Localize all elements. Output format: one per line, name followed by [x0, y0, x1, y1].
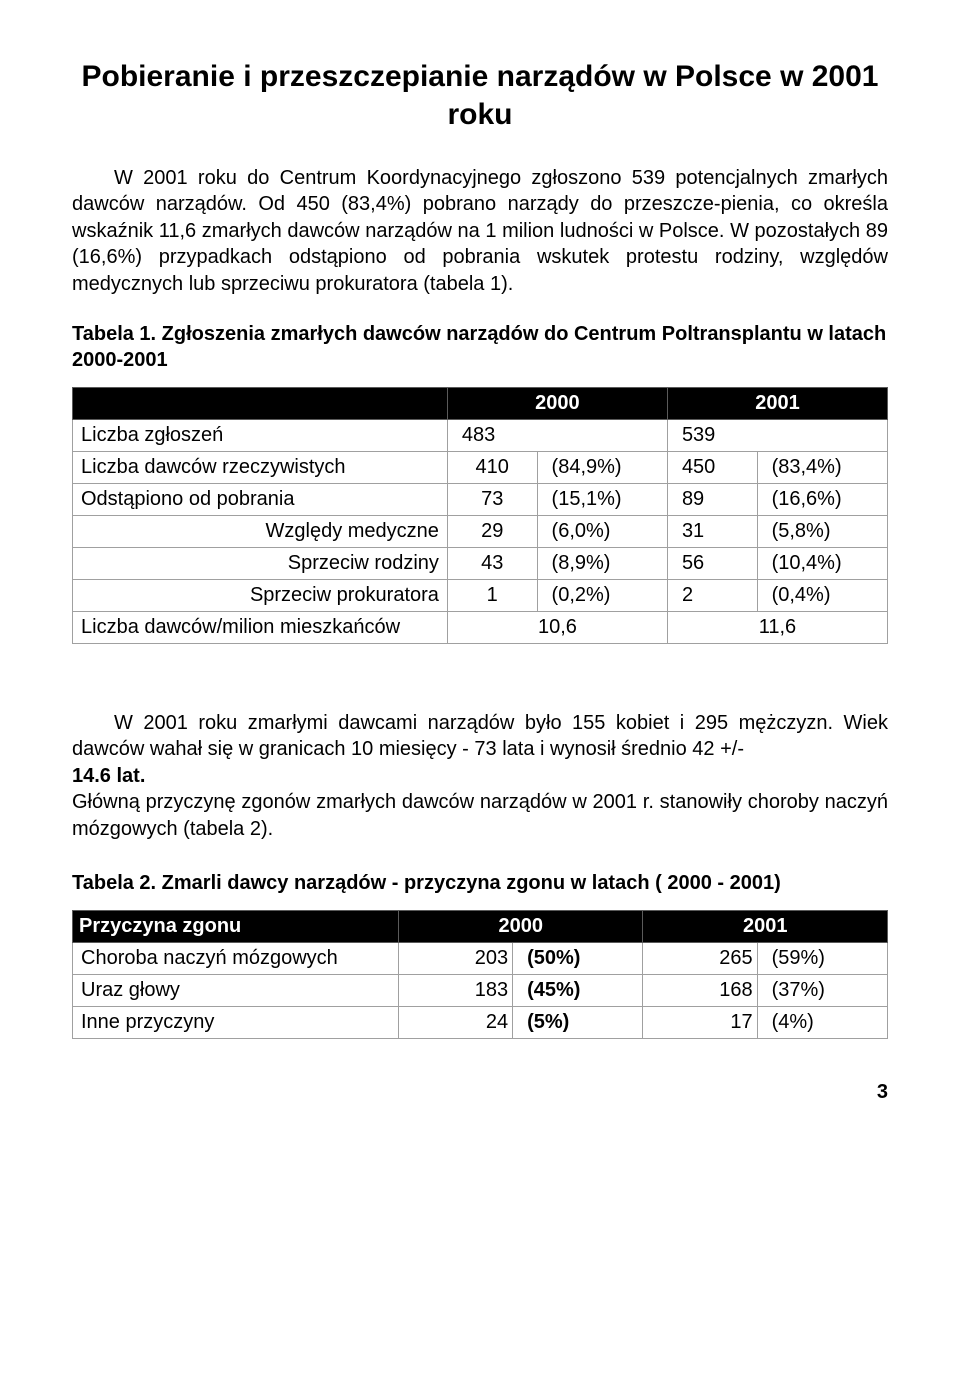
table2-head-2001: 2001 — [643, 910, 888, 942]
table1-caption: Tabela 1. Zgłoszenia zmarłych dawców nar… — [72, 321, 888, 373]
cell-label: Sprzeciw prokuratora — [73, 579, 448, 611]
table1-col-2000: 2000 — [447, 387, 667, 419]
cell-value: (10,4%) — [757, 547, 887, 579]
cell-label: Odstąpiono od pobrania — [73, 483, 448, 515]
cell-value: 1 — [447, 579, 537, 611]
table-row: Uraz głowy 183 (45%) 168 (37%) — [73, 974, 888, 1006]
cell-value: 203 — [399, 942, 513, 974]
table-row: Liczba dawców rzeczywistych 410 (84,9%) … — [73, 451, 888, 483]
cell-value: (0,4%) — [757, 579, 887, 611]
cell-label: Uraz głowy — [73, 974, 399, 1006]
cell-value: 29 — [447, 515, 537, 547]
cell-value: (83,4%) — [757, 451, 887, 483]
cell-value: (59%) — [757, 942, 887, 974]
cell-value: (8,9%) — [537, 547, 667, 579]
table-row: Liczba zgłoszeń 483 539 — [73, 419, 888, 451]
table1-col-2001: 2001 — [667, 387, 887, 419]
table2-head-2000: 2000 — [399, 910, 643, 942]
cell-value: (15,1%) — [537, 483, 667, 515]
table-row: Liczba dawców/milion mieszkańców 10,6 11… — [73, 611, 888, 643]
paragraph-intro: W 2001 roku do Centrum Koordynacyjnego z… — [72, 165, 888, 297]
cell-value: 183 — [399, 974, 513, 1006]
cell-value: (16,6%) — [757, 483, 887, 515]
cell-value: 539 — [667, 419, 887, 451]
cell-value: 410 — [447, 451, 537, 483]
cell-value: (37%) — [757, 974, 887, 1006]
cell-label: Liczba zgłoszeń — [73, 419, 448, 451]
cell-value: 2 — [667, 579, 757, 611]
page-title: Pobieranie i przeszczepianie narządów w … — [72, 58, 888, 133]
cell-value: 17 — [643, 1006, 757, 1038]
cell-value: 56 — [667, 547, 757, 579]
cell-value: (4%) — [757, 1006, 887, 1038]
cell-value: (5%) — [513, 1006, 643, 1038]
cell-value: 265 — [643, 942, 757, 974]
cell-label: Inne przyczyny — [73, 1006, 399, 1038]
cell-value: (50%) — [513, 942, 643, 974]
cell-value: (5,8%) — [757, 515, 887, 547]
cell-value: 11,6 — [667, 611, 887, 643]
cell-value: 450 — [667, 451, 757, 483]
table-row: Sprzeciw prokuratora 1 (0,2%) 2 (0,4%) — [73, 579, 888, 611]
cell-value: 43 — [447, 547, 537, 579]
table1: 2000 2001 Liczba zgłoszeń 483 539 Liczba… — [72, 387, 888, 644]
cell-value: 89 — [667, 483, 757, 515]
cell-label: Choroba naczyń mózgowych — [73, 942, 399, 974]
table-row: Odstąpiono od pobrania 73 (15,1%) 89 (16… — [73, 483, 888, 515]
table-row: Inne przyczyny 24 (5%) 17 (4%) — [73, 1006, 888, 1038]
table2: Przyczyna zgonu 2000 2001 Choroba naczyń… — [72, 910, 888, 1039]
cell-value: 168 — [643, 974, 757, 1006]
page-number: 3 — [72, 1081, 888, 1104]
cell-value: 24 — [399, 1006, 513, 1038]
p2-line2: 14.6 lat. — [72, 763, 888, 789]
cell-value: 10,6 — [447, 611, 667, 643]
table2-header-row: Przyczyna zgonu 2000 2001 — [73, 910, 888, 942]
cell-value: (45%) — [513, 974, 643, 1006]
table2-head-label: Przyczyna zgonu — [73, 910, 399, 942]
p2-line1: W 2001 roku zmarłymi dawcami narządów by… — [72, 710, 888, 763]
table-row: Względy medyczne 29 (6,0%) 31 (5,8%) — [73, 515, 888, 547]
cell-label: Liczba dawców rzeczywistych — [73, 451, 448, 483]
table1-header-blank — [73, 387, 448, 419]
cell-value: (6,0%) — [537, 515, 667, 547]
table1-header-row: 2000 2001 — [73, 387, 888, 419]
cell-value: 73 — [447, 483, 537, 515]
cell-label: Liczba dawców/milion mieszkańców — [73, 611, 448, 643]
table2-caption: Tabela 2. Zmarli dawcy narządów - przycz… — [72, 870, 888, 896]
paragraph-2: W 2001 roku zmarłymi dawcami narządów by… — [72, 710, 888, 842]
cell-value: 483 — [447, 419, 667, 451]
table-row: Choroba naczyń mózgowych 203 (50%) 265 (… — [73, 942, 888, 974]
cell-label: Względy medyczne — [73, 515, 448, 547]
cell-value: (84,9%) — [537, 451, 667, 483]
p2-line3: Główną przyczynę zgonów zmarłych dawców … — [72, 789, 888, 842]
cell-value: (0,2%) — [537, 579, 667, 611]
cell-label: Sprzeciw rodziny — [73, 547, 448, 579]
cell-value: 31 — [667, 515, 757, 547]
table-row: Sprzeciw rodziny 43 (8,9%) 56 (10,4%) — [73, 547, 888, 579]
